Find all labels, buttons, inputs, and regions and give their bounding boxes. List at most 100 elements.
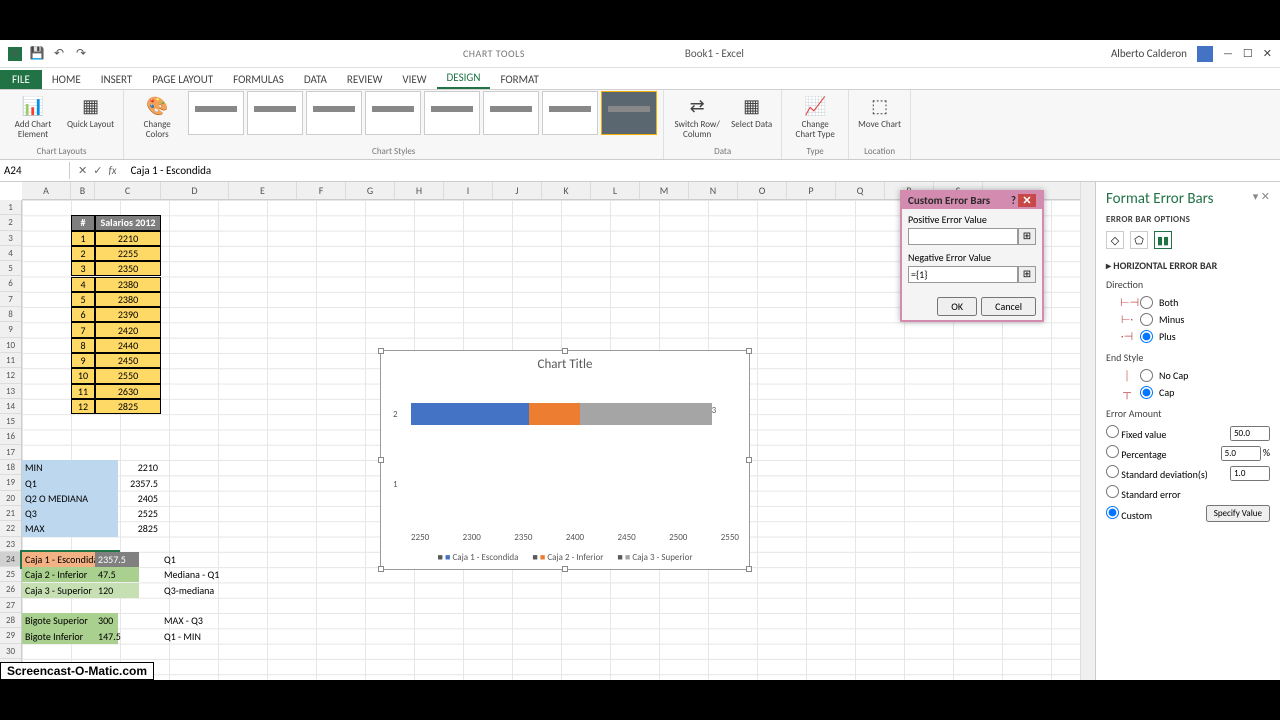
undo-icon[interactable]: ↶	[52, 47, 66, 61]
row-header-16[interactable]: 16	[0, 429, 21, 444]
col-header-I[interactable]: I	[444, 182, 493, 199]
cell-C13[interactable]: 2630	[95, 384, 161, 399]
row-header-1[interactable]: 1	[0, 200, 21, 215]
negative-error-input[interactable]	[908, 266, 1018, 283]
cell-D26[interactable]: Q3-mediana	[161, 583, 229, 598]
cell-D28[interactable]: MAX - Q3	[161, 613, 229, 628]
embedded-chart[interactable]: Chart Title 2 1 3 2250230023502400245025…	[380, 350, 750, 570]
col-header-P[interactable]: P	[787, 182, 836, 199]
positive-error-input[interactable]	[908, 228, 1018, 245]
row-header-24[interactable]: 24	[0, 552, 21, 567]
redo-icon[interactable]: ↷	[74, 47, 88, 61]
col-header-K[interactable]: K	[542, 182, 591, 199]
dialog-ok-button[interactable]: OK	[937, 297, 977, 316]
vertical-scrollbar[interactable]	[1080, 182, 1095, 680]
cell-B14[interactable]: 12	[71, 399, 95, 414]
tab-format[interactable]: FORMAT	[490, 70, 548, 89]
col-header-H[interactable]: H	[395, 182, 444, 199]
stddev-input[interactable]	[1230, 466, 1270, 481]
chart-series-bar[interactable]	[529, 403, 581, 425]
row-header-9[interactable]: 9	[0, 322, 21, 337]
row-header-30[interactable]: 30	[0, 644, 21, 659]
move-chart-button[interactable]: ⬚Move Chart	[855, 91, 904, 132]
row-header-2[interactable]: 2	[0, 215, 21, 230]
cell-B13[interactable]: 11	[71, 384, 95, 399]
row-header-13[interactable]: 13	[0, 384, 21, 399]
user-avatar-icon[interactable]	[1197, 46, 1213, 62]
col-header-F[interactable]: F	[297, 182, 346, 199]
col-header-B[interactable]: B	[71, 182, 95, 199]
cell-C28[interactable]: 300	[95, 613, 139, 628]
cell-C7[interactable]: 2380	[95, 292, 161, 307]
col-header-Q[interactable]: Q	[836, 182, 885, 199]
chart-title[interactable]: Chart Title	[381, 351, 749, 378]
cell-C25[interactable]: 47.5	[95, 567, 139, 582]
row-header-11[interactable]: 11	[0, 353, 21, 368]
cell-C8[interactable]: 2390	[95, 307, 161, 322]
cell-B4[interactable]: 2	[71, 246, 95, 261]
col-header-G[interactable]: G	[346, 182, 395, 199]
user-name[interactable]: Alberto Calderon	[1111, 47, 1187, 60]
row-header-18[interactable]: 18	[0, 460, 21, 475]
cell-B6[interactable]: 4	[71, 277, 95, 292]
custom-radio[interactable]	[1106, 506, 1119, 519]
change-colors-button[interactable]: 🎨Change Colors	[130, 91, 184, 142]
tab-view[interactable]: VIEW	[392, 70, 436, 89]
name-box[interactable]: A24	[0, 162, 70, 179]
row-header-3[interactable]: 3	[0, 231, 21, 246]
chart-plot-area[interactable]: 3	[411, 387, 739, 527]
row-headers[interactable]: 1234567891011121314151617181920212223242…	[0, 200, 22, 680]
tab-data[interactable]: DATA	[294, 70, 337, 89]
dialog-close-icon[interactable]: ✕	[1018, 194, 1036, 207]
row-header-23[interactable]: 23	[0, 537, 21, 552]
cell-B10[interactable]: 8	[71, 338, 95, 353]
tab-file[interactable]: FILE	[0, 70, 42, 89]
cell-C5[interactable]: 2350	[95, 261, 161, 276]
row-header-20[interactable]: 20	[0, 491, 21, 506]
row-header-28[interactable]: 28	[0, 613, 21, 628]
chart-legend[interactable]: ■ Caja 1 - Escondida■ Caja 2 - Inferior■…	[381, 552, 749, 563]
col-header-J[interactable]: J	[493, 182, 542, 199]
fixed-value-input[interactable]	[1230, 426, 1270, 441]
cell-C21[interactable]: 2525	[95, 506, 161, 521]
cell-C22[interactable]: 2825	[95, 521, 161, 536]
cell-C29[interactable]: 147.5	[95, 628, 139, 643]
cell-C3[interactable]: 2210	[95, 231, 161, 246]
col-header-M[interactable]: M	[640, 182, 689, 199]
change-chart-type-button[interactable]: 📈Change Chart Type	[788, 91, 842, 142]
cell-C11[interactable]: 2450	[95, 353, 161, 368]
cell-B3[interactable]: 1	[71, 231, 95, 246]
row-header-8[interactable]: 8	[0, 307, 21, 322]
cell-D29[interactable]: Q1 - MIN	[161, 628, 229, 643]
fixed-value-radio[interactable]	[1106, 425, 1119, 438]
fill-line-icon[interactable]: ◇	[1106, 231, 1124, 249]
dialog-help-icon[interactable]: ?	[1011, 194, 1016, 207]
switch-row-col-button[interactable]: ⇄Switch Row/ Column	[670, 91, 724, 142]
cell-C24[interactable]: 2357.5	[95, 552, 139, 567]
tab-review[interactable]: REVIEW	[337, 70, 393, 89]
cell-C14[interactable]: 2825	[95, 399, 161, 414]
col-header-O[interactable]: O	[738, 182, 787, 199]
tab-design[interactable]: DESIGN	[437, 68, 491, 89]
row-header-17[interactable]: 17	[0, 445, 21, 460]
cell-D25[interactable]: Mediana - Q1	[161, 567, 229, 582]
col-header-N[interactable]: N	[689, 182, 738, 199]
tab-insert[interactable]: INSERT	[91, 70, 143, 89]
chart-styles-gallery[interactable]	[188, 91, 657, 135]
cell-C2[interactable]: Salarios 2012	[95, 215, 161, 230]
positive-range-picker-icon[interactable]: ⊞	[1018, 228, 1036, 245]
dialog-cancel-button[interactable]: Cancel	[981, 297, 1036, 316]
add-chart-element-button[interactable]: 📊Add Chart Element	[6, 91, 60, 142]
row-header-27[interactable]: 27	[0, 598, 21, 613]
row-header-26[interactable]: 26	[0, 582, 21, 597]
cell-C9[interactable]: 2420	[95, 322, 161, 337]
cell-B7[interactable]: 5	[71, 292, 95, 307]
percentage-input[interactable]	[1221, 446, 1261, 461]
row-header-29[interactable]: 29	[0, 628, 21, 643]
row-header-6[interactable]: 6	[0, 276, 21, 291]
direction-plus-radio[interactable]	[1140, 330, 1153, 343]
col-header-L[interactable]: L	[591, 182, 640, 199]
cell-C12[interactable]: 2550	[95, 368, 161, 383]
cell-D24[interactable]: Q1	[161, 552, 229, 567]
direction-both-radio[interactable]	[1140, 296, 1153, 309]
